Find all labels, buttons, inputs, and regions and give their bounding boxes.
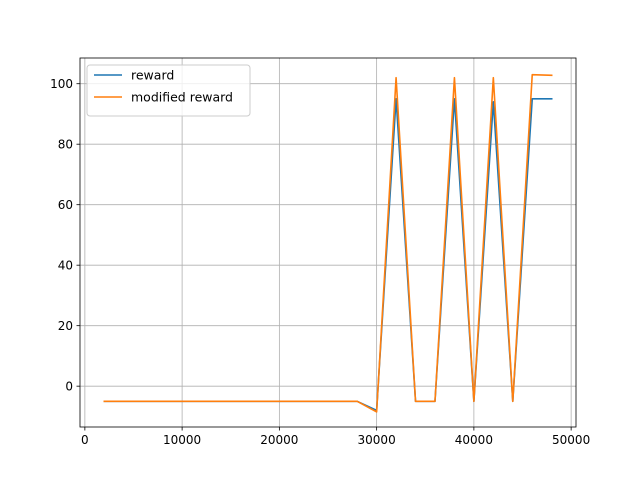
legend-label-reward: reward bbox=[131, 68, 174, 83]
legend-box bbox=[86, 64, 251, 117]
y-tick-label: 80 bbox=[58, 138, 73, 152]
axis-ticks: 0 10000 20000 30000 40000 50000 0 20 40 60 80 100 bbox=[50, 77, 590, 447]
x-tick-label: 20000 bbox=[260, 433, 298, 447]
x-tick-label: 0 bbox=[81, 433, 89, 447]
y-tick-label: 20 bbox=[58, 319, 73, 333]
grid bbox=[80, 58, 576, 427]
plot-lines bbox=[103, 73, 553, 413]
legend: reward modified reward bbox=[86, 64, 251, 117]
x-tick-label: 10000 bbox=[163, 433, 201, 447]
y-tick-label: 40 bbox=[58, 259, 73, 273]
x-tick-label: 30000 bbox=[358, 433, 396, 447]
series-line-modified-reward bbox=[103, 73, 553, 413]
y-tick-label: 100 bbox=[50, 77, 73, 91]
y-tick-label: 0 bbox=[65, 380, 73, 394]
x-tick-label: 40000 bbox=[455, 433, 493, 447]
y-tick-label: 60 bbox=[58, 198, 73, 212]
x-tick-label: 50000 bbox=[552, 433, 590, 447]
plot-frame bbox=[79, 57, 577, 428]
legend-label-modified-reward: modified reward bbox=[131, 90, 233, 105]
